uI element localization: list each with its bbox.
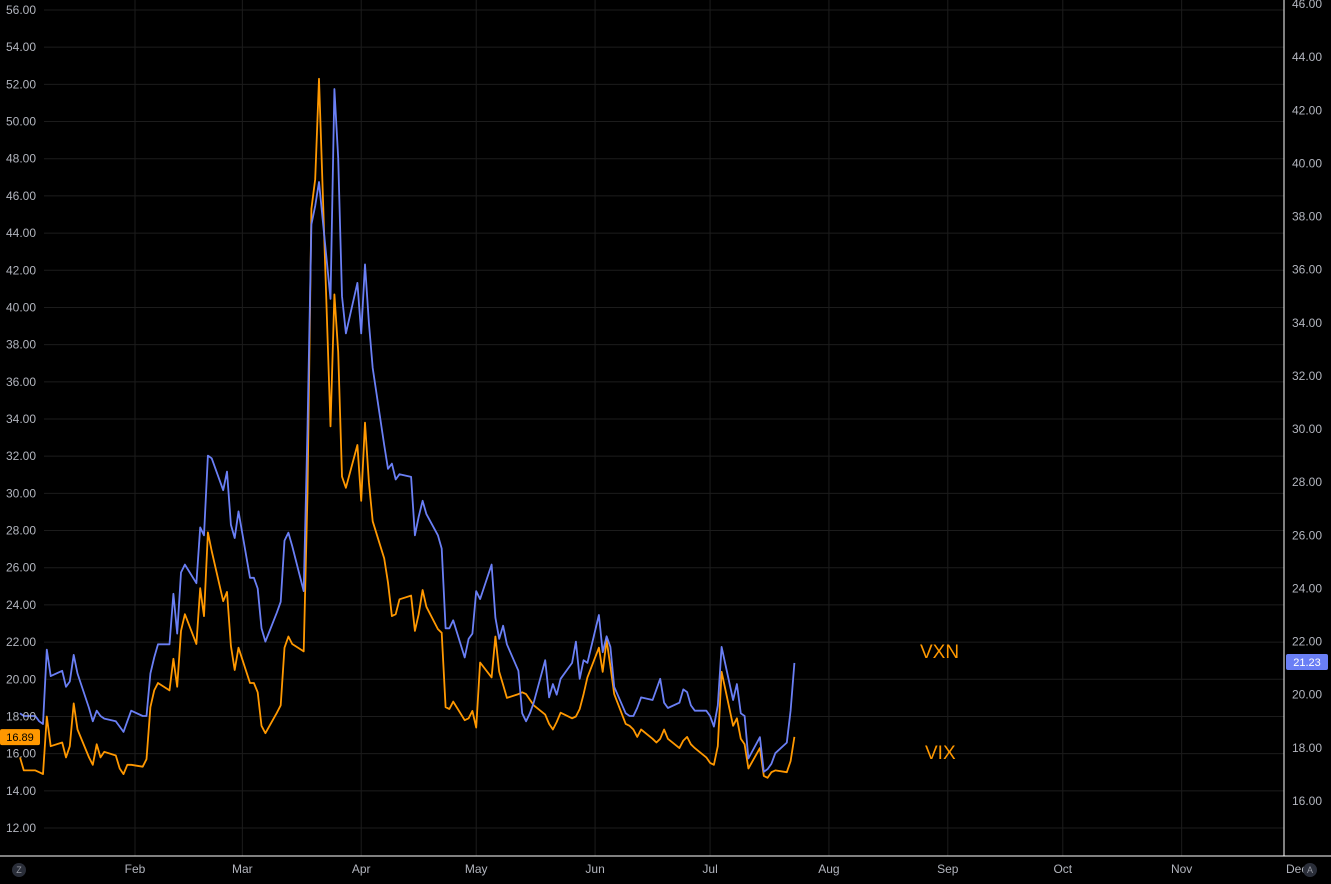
time-axis-tick-label: Mar bbox=[232, 862, 253, 876]
left-axis-tick-label: 28.00 bbox=[6, 524, 36, 538]
right-axis-tick-label: 46.00 bbox=[1292, 0, 1322, 11]
auto-scale-toggle-button[interactable] bbox=[1303, 863, 1317, 877]
vxn-series-label: VXN bbox=[920, 642, 959, 663]
right-axis-tick-label: 38.00 bbox=[1292, 210, 1322, 224]
left-axis-tick-label: 38.00 bbox=[6, 338, 36, 352]
left-axis-tick-label: 14.00 bbox=[6, 784, 36, 798]
right-axis-tick-label: 34.00 bbox=[1292, 316, 1322, 330]
right-axis-tick-label: 24.00 bbox=[1292, 581, 1322, 595]
time-axis-tick-label: Oct bbox=[1053, 862, 1072, 876]
time-axis-tick-label: Sep bbox=[937, 862, 959, 876]
right-axis-tick-label: 28.00 bbox=[1292, 475, 1322, 489]
right-axis-tick-label: 20.00 bbox=[1292, 688, 1322, 702]
left-axis-tick-label: 32.00 bbox=[6, 449, 36, 463]
time-axis-tick-label: May bbox=[465, 862, 488, 876]
left-axis-tick-label: 42.00 bbox=[6, 263, 36, 277]
left-axis-tick-label: 44.00 bbox=[6, 226, 36, 240]
right-axis-tick-label: 30.00 bbox=[1292, 422, 1322, 436]
left-axis-tick-label: 50.00 bbox=[6, 115, 36, 129]
right-axis-tick-label: 32.00 bbox=[1292, 369, 1322, 383]
right-axis-tick-label: 42.00 bbox=[1292, 103, 1322, 117]
right-axis-tick-label: 40.00 bbox=[1292, 156, 1322, 170]
time-axis-tick-label: Aug bbox=[818, 862, 839, 876]
left-axis-tick-label: 26.00 bbox=[6, 561, 36, 575]
vix-line bbox=[19, 77, 796, 779]
left-axis-tick-label: 34.00 bbox=[6, 412, 36, 426]
left-axis-tick-label: 46.00 bbox=[6, 189, 36, 203]
right-axis-tick-label: 36.00 bbox=[1292, 263, 1322, 277]
right-axis-tick-label: 16.00 bbox=[1292, 794, 1322, 808]
left-axis-tick-label: 22.00 bbox=[6, 635, 36, 649]
left-axis-tick-label: 36.00 bbox=[6, 375, 36, 389]
vix-last-value-text: 16.89 bbox=[6, 732, 34, 744]
time-axis-tick-label: Jul bbox=[702, 862, 717, 876]
labels: VXN VIX 16.89 21.23 bbox=[0, 642, 1328, 764]
time-axis-tick-label: Apr bbox=[352, 862, 371, 876]
time-axis-tick-label: Feb bbox=[125, 862, 146, 876]
right-axis-tick-label: 44.00 bbox=[1292, 50, 1322, 64]
time-axis-tick-label: Dec bbox=[1286, 862, 1307, 876]
corner-controls: Z A bbox=[12, 863, 1317, 877]
vxn-last-value-badge bbox=[1286, 654, 1328, 671]
left-axis-tick-label: 16.00 bbox=[6, 747, 36, 761]
vix-last-value-badge bbox=[0, 729, 40, 746]
right-axis-tick-label: 26.00 bbox=[1292, 528, 1322, 542]
right-axis-tick-label: 22.00 bbox=[1292, 635, 1322, 649]
time-axis-tick-label: Jun bbox=[585, 862, 604, 876]
vxn-line bbox=[19, 88, 796, 773]
left-axis-tick-label: 24.00 bbox=[6, 598, 36, 612]
auto-scale-toggle-label: A bbox=[1307, 865, 1313, 875]
left-axis-tick-label: 48.00 bbox=[6, 152, 36, 166]
vix-series-label: VIX bbox=[925, 743, 956, 764]
left-axis-tick-label: 18.00 bbox=[6, 709, 36, 723]
grid-lines bbox=[44, 0, 1284, 856]
vxn-last-value-text: 21.23 bbox=[1293, 657, 1321, 669]
log-scale-toggle-label: Z bbox=[16, 865, 22, 875]
time-axis-tick-label: Nov bbox=[1171, 862, 1192, 876]
left-axis-tick-label: 20.00 bbox=[6, 672, 36, 686]
left-axis-tick-label: 54.00 bbox=[6, 40, 36, 54]
left-axis-tick-label: 30.00 bbox=[6, 486, 36, 500]
right-axis-tick-label: 18.00 bbox=[1292, 741, 1322, 755]
left-axis-tick-label: 52.00 bbox=[6, 77, 36, 91]
left-axis-tick-label: 40.00 bbox=[6, 300, 36, 314]
left-axis-tick-label: 12.00 bbox=[6, 821, 36, 835]
left-axis-tick-label: 56.00 bbox=[6, 3, 36, 17]
series-lines bbox=[19, 77, 796, 779]
log-scale-toggle-button[interactable] bbox=[12, 863, 26, 877]
